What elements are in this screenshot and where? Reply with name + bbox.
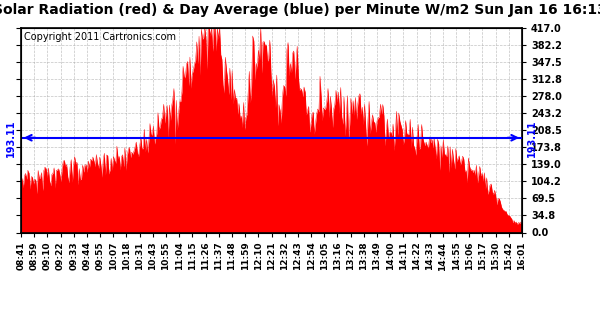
Text: Copyright 2011 Cartronics.com: Copyright 2011 Cartronics.com (23, 32, 176, 42)
Text: Solar Radiation (red) & Day Average (blue) per Minute W/m2 Sun Jan 16 16:13: Solar Radiation (red) & Day Average (blu… (0, 3, 600, 17)
Text: 193.11: 193.11 (527, 119, 537, 157)
Text: 193.11: 193.11 (6, 119, 16, 157)
